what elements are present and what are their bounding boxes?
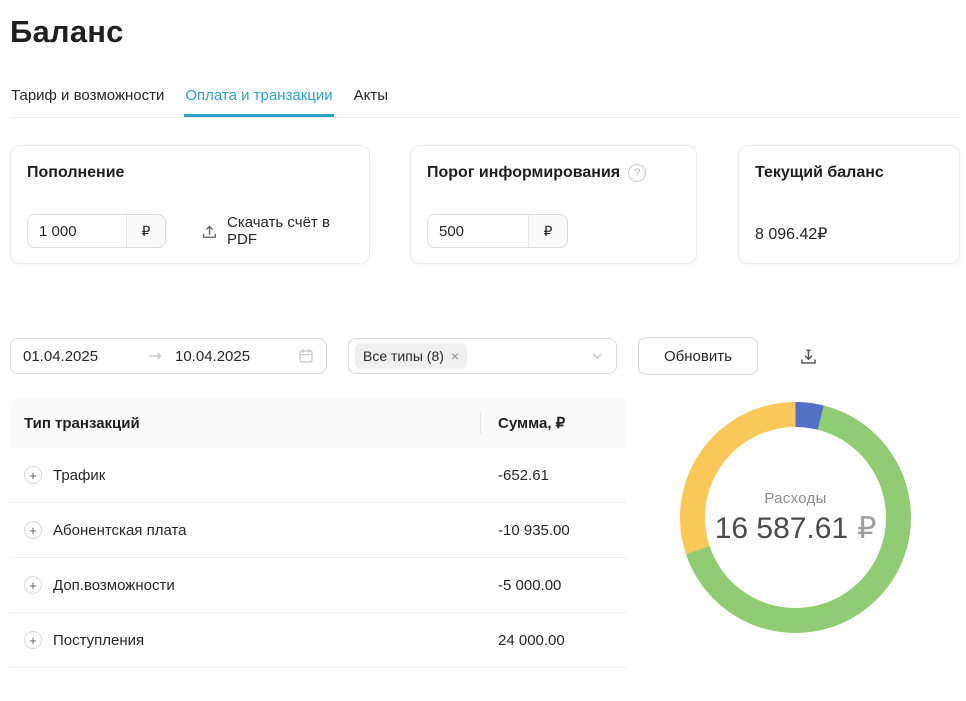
table-row: + Абонентская плата -10 935.00 xyxy=(10,503,627,558)
refresh-button[interactable]: Обновить xyxy=(638,337,758,375)
transactions-filters: 01.04.2025 10.04.2025 Все типы (8) × xyxy=(10,337,960,375)
row-type-label: Поступления xyxy=(53,631,145,649)
donut-currency-symbol: ₽ xyxy=(857,511,877,545)
current-balance-card: Текущий баланс 8 096.42₽ xyxy=(738,145,960,264)
balance-page: Баланс Тариф и возможности Оплата и тран… xyxy=(0,14,966,668)
table-header: Тип транзакций Сумма, ₽ xyxy=(10,398,627,448)
row-amount-value: -652.61 xyxy=(498,466,549,484)
row-type-label: Абонентская плата xyxy=(53,521,187,539)
chevron-down-icon[interactable] xyxy=(589,348,605,364)
topup-amount-group: ₽ xyxy=(27,214,166,248)
download-invoice-label: Скачать счёт в PDF xyxy=(227,214,330,248)
table-row: + Поступления 24 000.00 xyxy=(10,613,627,668)
close-icon[interactable]: × xyxy=(450,348,460,364)
question-circle-icon[interactable]: ? xyxy=(628,164,647,182)
threshold-currency-addon: ₽ xyxy=(528,215,567,247)
download-invoice-link[interactable]: Скачать счёт в PDF xyxy=(201,214,353,248)
threshold-card: Порог информирования ? ₽ xyxy=(410,145,697,264)
column-header-type: Тип транзакций xyxy=(24,414,140,432)
upload-icon xyxy=(201,223,218,240)
row-amount-value: -10 935.00 xyxy=(498,521,570,539)
current-balance-title: Текущий баланс xyxy=(755,164,884,181)
donut-value-number: 16 587.61 xyxy=(714,511,849,545)
topup-card: Пополнение ₽ Скачать счёт в PDF xyxy=(10,145,370,264)
row-type-label: Трафик xyxy=(53,466,106,484)
export-download-button[interactable] xyxy=(795,343,822,370)
expand-plus-icon[interactable]: + xyxy=(24,466,42,484)
tab-tariff[interactable]: Тариф и возможности xyxy=(11,87,165,104)
row-type-label: Доп.возможности xyxy=(53,576,175,594)
current-balance-value: 8 096.42₽ xyxy=(755,226,828,243)
type-filter-chip[interactable]: Все типы (8) × xyxy=(355,343,468,369)
column-divider xyxy=(480,412,481,434)
download-icon xyxy=(799,347,818,366)
donut-center: Расходы 16 587.61 ₽ xyxy=(705,427,886,608)
expand-plus-icon[interactable]: + xyxy=(24,631,42,649)
date-from-value[interactable]: 01.04.2025 xyxy=(23,347,99,365)
calendar-icon xyxy=(298,348,314,364)
tab-acts[interactable]: Акты xyxy=(353,87,389,104)
topup-card-title: Пополнение xyxy=(27,164,125,181)
transactions-section: Тип транзакций Сумма, ₽ + Трафик -652.61… xyxy=(10,398,960,668)
summary-cards: Пополнение ₽ Скачать счёт в PDF xyxy=(10,145,960,264)
threshold-amount-input[interactable] xyxy=(428,215,528,247)
transactions-table: Тип транзакций Сумма, ₽ + Трафик -652.61… xyxy=(10,398,627,668)
arrow-right-icon xyxy=(147,348,163,364)
topup-currency-addon: ₽ xyxy=(126,215,165,247)
tab-payments[interactable]: Оплата и транзакции xyxy=(184,81,333,117)
expand-plus-icon[interactable]: + xyxy=(24,576,42,594)
threshold-title-text: Порог информирования xyxy=(427,164,621,181)
date-to-value[interactable]: 10.04.2025 xyxy=(175,347,251,365)
expenses-donut-chart: Расходы 16 587.61 ₽ xyxy=(680,402,911,633)
transaction-type-select[interactable]: Все типы (8) × xyxy=(348,338,617,374)
date-range-picker[interactable]: 01.04.2025 10.04.2025 xyxy=(10,338,327,374)
donut-center-label: Расходы xyxy=(764,489,827,507)
tab-bar: Тариф и возможности Оплата и транзакции … xyxy=(10,81,960,118)
page-title: Баланс xyxy=(10,14,124,49)
row-amount-value: -5 000.00 xyxy=(498,576,562,594)
column-header-amount: Сумма, ₽ xyxy=(498,415,566,432)
topup-amount-input[interactable] xyxy=(28,215,126,247)
row-amount-value: 24 000.00 xyxy=(498,631,565,649)
threshold-card-title: Порог информирования ? xyxy=(427,164,680,182)
expand-plus-icon[interactable]: + xyxy=(24,521,42,539)
table-row: + Трафик -652.61 xyxy=(10,448,627,503)
threshold-amount-group: ₽ xyxy=(427,214,568,248)
type-filter-chip-label: Все типы (8) xyxy=(363,348,444,364)
table-row: + Доп.возможности -5 000.00 xyxy=(10,558,627,613)
donut-center-value: 16 587.61 ₽ xyxy=(715,511,877,546)
